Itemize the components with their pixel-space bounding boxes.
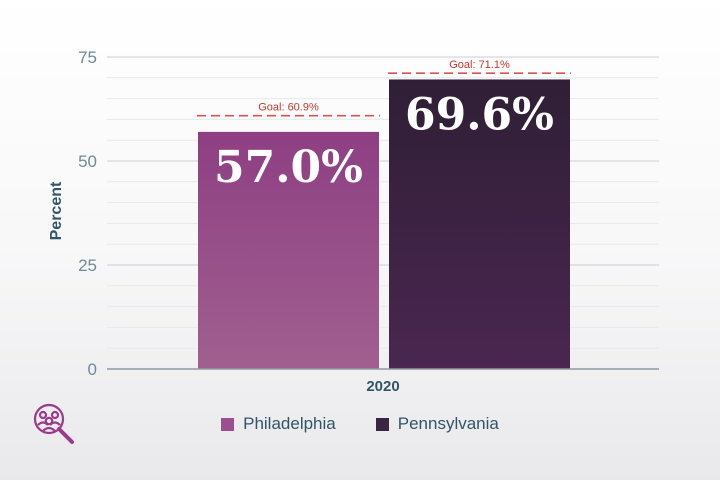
people-magnifier-icon: [33, 403, 74, 444]
y-axis-ticks: 0 25 50 75: [78, 48, 97, 379]
goal-label-pennsylvania: Goal: 71.1%: [449, 59, 510, 71]
y-axis-title: Percent: [48, 181, 65, 240]
x-category-label: 2020: [366, 378, 399, 395]
grid-lines: [107, 56, 659, 349]
legend-label-philadelphia: Philadelphia: [243, 414, 336, 433]
legend: Philadelphia Pennsylvania: [0, 414, 720, 434]
legend-label-pennsylvania: Pennsylvania: [397, 414, 499, 433]
legend-item-pennsylvania: Pennsylvania: [375, 414, 499, 434]
bars: Goal: 60.9% 57.0% Goal: 71.1% 69.6%: [197, 59, 571, 370]
y-tick-label: 75: [78, 48, 97, 67]
y-tick-label: 0: [88, 360, 97, 379]
y-tick-label: 50: [78, 152, 97, 171]
legend-swatch-philadelphia: [221, 417, 235, 431]
legend-swatch-pennsylvania: [375, 417, 389, 431]
legend-item-philadelphia: Philadelphia: [221, 414, 336, 434]
y-tick-label: 25: [78, 256, 97, 275]
bar-value-label-pennsylvania: 69.6%: [405, 89, 554, 140]
bar-value-label-philadelphia: 57.0%: [214, 142, 363, 193]
bar-philadelphia: [198, 131, 379, 369]
bar-pennsylvania: [389, 79, 570, 370]
goal-label-philadelphia: Goal: 60.9%: [258, 102, 319, 114]
